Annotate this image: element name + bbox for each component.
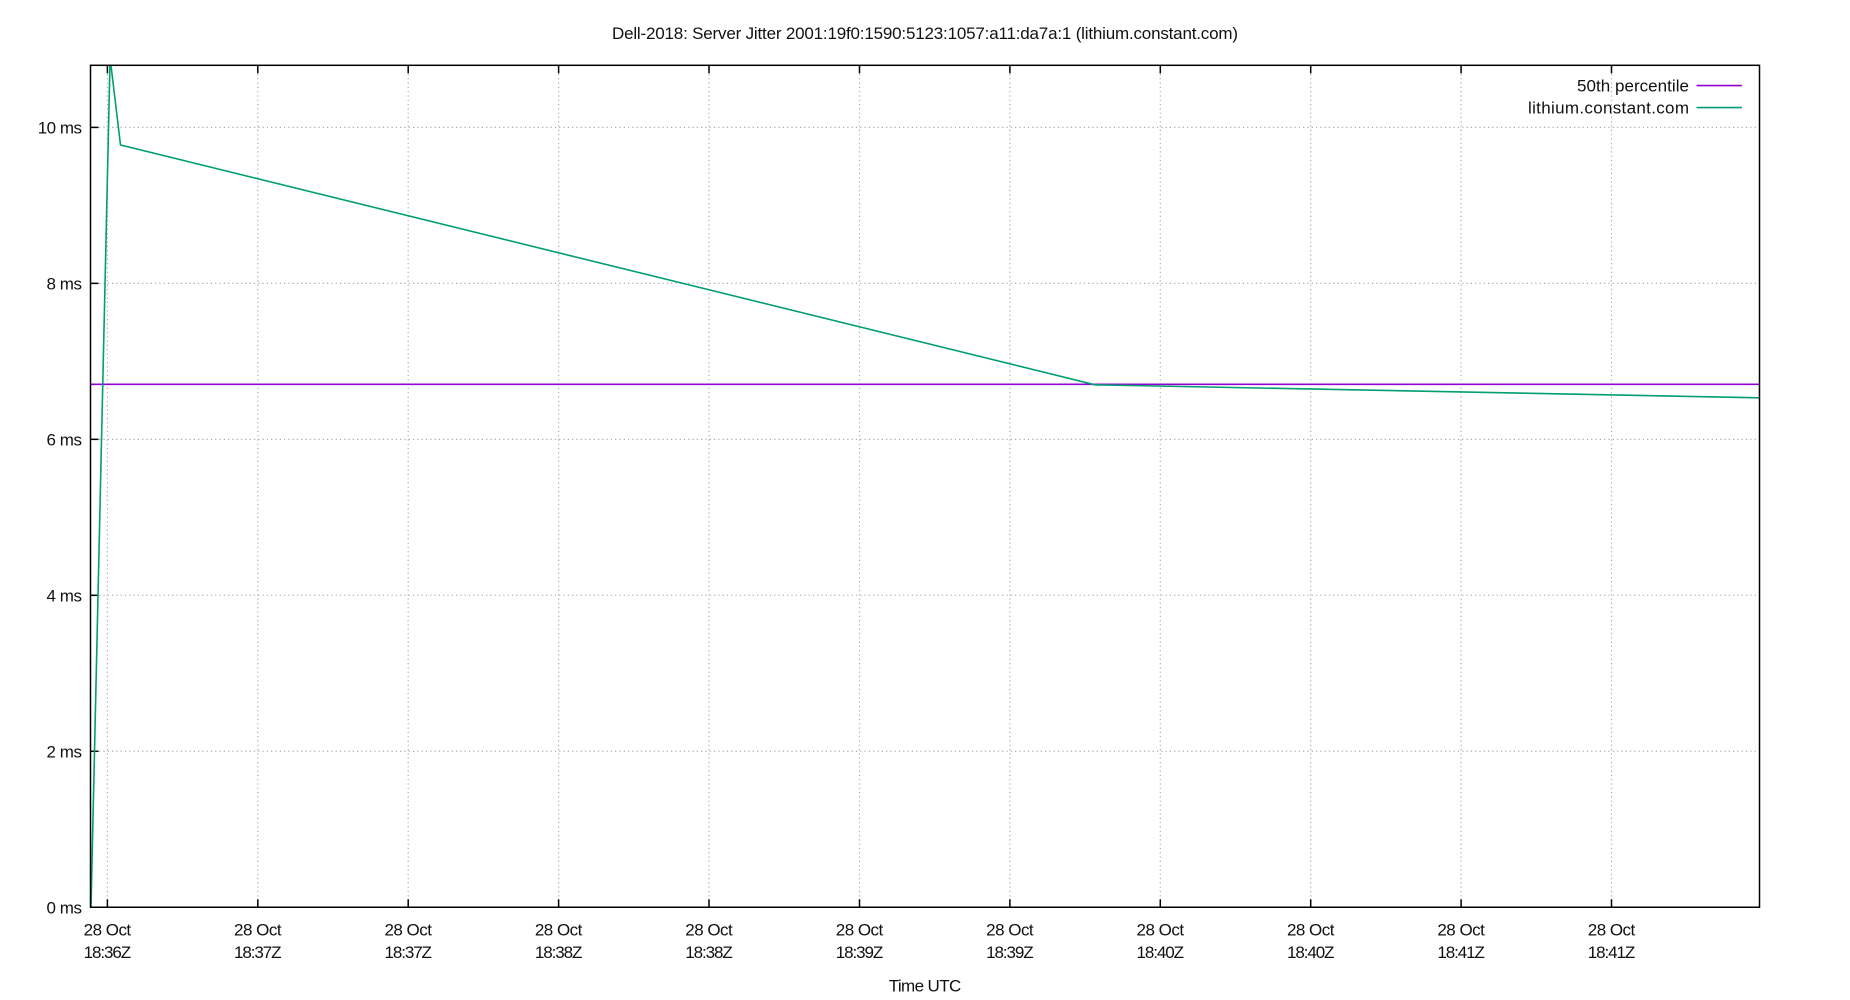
svg-text:18:41Z: 18:41Z <box>1588 943 1636 962</box>
svg-text:28 Oct: 28 Oct <box>1287 921 1335 940</box>
svg-text:18:37Z: 18:37Z <box>384 943 432 962</box>
svg-text:Time UTC: Time UTC <box>889 976 962 995</box>
svg-text:8 ms: 8 ms <box>47 274 83 293</box>
svg-text:18:39Z: 18:39Z <box>836 943 884 962</box>
svg-text:6 ms: 6 ms <box>47 430 83 449</box>
svg-text:0 ms: 0 ms <box>47 898 83 917</box>
svg-text:18:37Z: 18:37Z <box>234 943 282 962</box>
svg-text:18:40Z: 18:40Z <box>1287 943 1335 962</box>
svg-text:28 Oct: 28 Oct <box>535 921 583 940</box>
svg-text:lithium.constant.com: lithium.constant.com <box>1528 99 1689 118</box>
svg-text:28 Oct: 28 Oct <box>1137 921 1185 940</box>
svg-text:28 Oct: 28 Oct <box>84 921 132 940</box>
svg-text:18:38Z: 18:38Z <box>535 943 583 962</box>
svg-text:10 ms: 10 ms <box>38 119 82 138</box>
svg-text:50th percentile: 50th percentile <box>1577 76 1689 95</box>
svg-text:28 Oct: 28 Oct <box>685 921 733 940</box>
svg-text:28 Oct: 28 Oct <box>986 921 1034 940</box>
svg-text:28 Oct: 28 Oct <box>836 921 884 940</box>
svg-text:18:39Z: 18:39Z <box>986 943 1034 962</box>
svg-text:18:36Z: 18:36Z <box>84 943 131 962</box>
svg-text:28 Oct: 28 Oct <box>234 921 282 940</box>
svg-text:Dell-2018: Server Jitter 2001:: Dell-2018: Server Jitter 2001:19f0:1590:… <box>612 24 1238 43</box>
svg-text:18:41Z: 18:41Z <box>1437 943 1485 962</box>
svg-text:18:40Z: 18:40Z <box>1137 943 1185 962</box>
svg-text:28 Oct: 28 Oct <box>384 921 432 940</box>
svg-text:2 ms: 2 ms <box>47 742 83 761</box>
svg-text:4 ms: 4 ms <box>47 586 83 605</box>
svg-text:18:38Z: 18:38Z <box>685 943 733 962</box>
svg-text:28 Oct: 28 Oct <box>1437 921 1485 940</box>
svg-text:28 Oct: 28 Oct <box>1588 921 1636 940</box>
